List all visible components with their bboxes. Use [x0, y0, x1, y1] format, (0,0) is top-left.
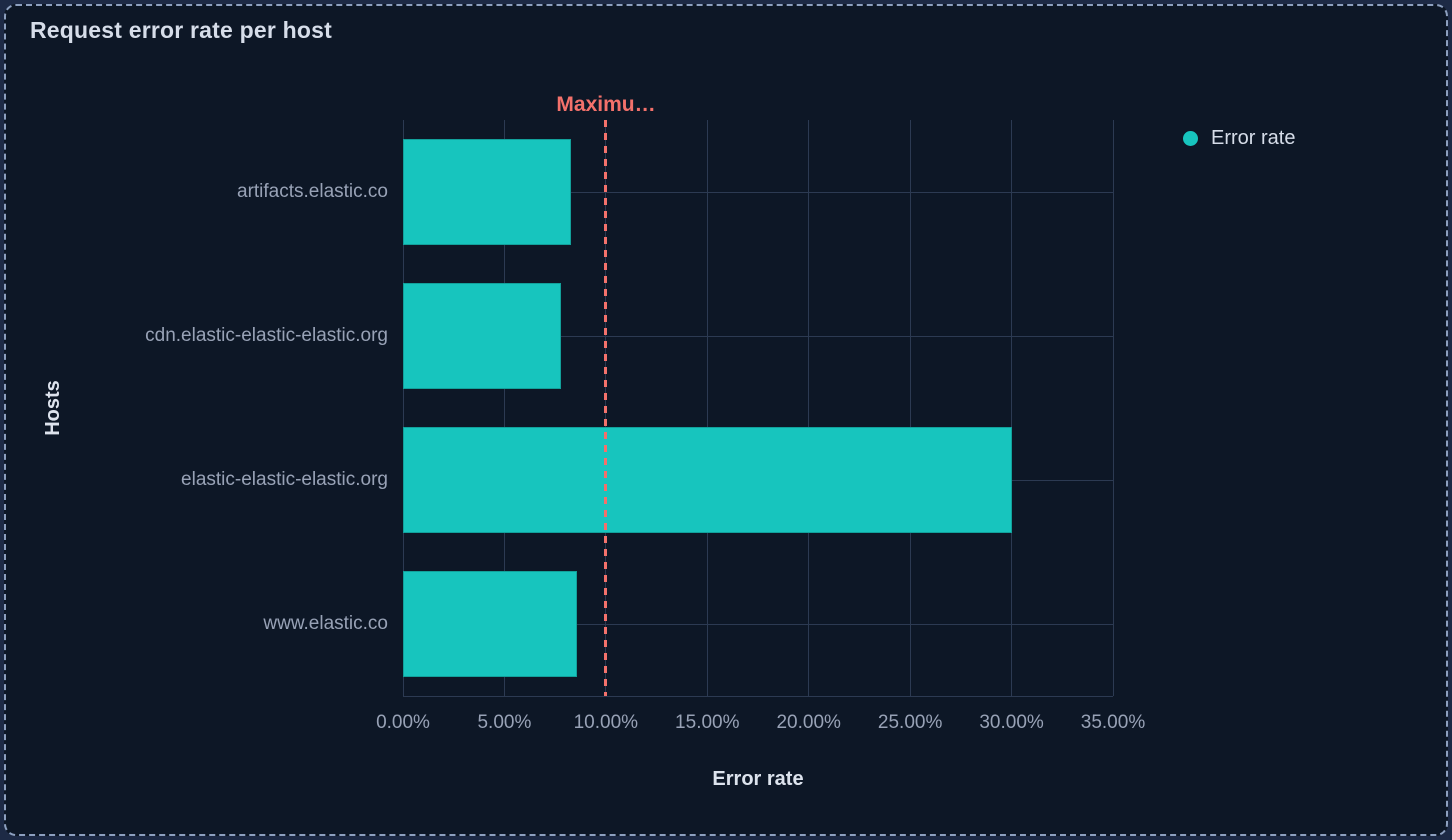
y-axis-label: elastic-elastic-elastic.org — [181, 469, 388, 490]
threshold-line — [604, 120, 608, 696]
legend-series-label: Error rate — [1211, 127, 1296, 149]
x-tick-label: 25.00% — [877, 712, 943, 733]
y-gridline — [403, 623, 1113, 625]
panel-title: Request error rate per host — [30, 17, 332, 43]
x-gridline — [503, 120, 505, 696]
legend-item-error-rate[interactable]: Error rate — [1183, 126, 1295, 150]
threshold-label: Maximu… — [556, 93, 656, 116]
y-gridline — [403, 335, 1113, 337]
y-axis-label: www.elastic.co — [263, 613, 388, 634]
y-axis-line — [402, 120, 404, 696]
x-tick-label: 35.00% — [1080, 712, 1146, 733]
x-gridline — [706, 120, 708, 696]
bar-elastic-elastic-elastic.org[interactable] — [403, 427, 1012, 533]
x-axis-line — [403, 695, 1113, 697]
bar-cdn.elastic-elastic-elastic.org[interactable] — [403, 283, 562, 389]
x-gridline — [909, 120, 911, 696]
legend-series-dot-icon — [1183, 130, 1198, 146]
x-gridline — [808, 120, 810, 696]
x-tick-label: 30.00% — [979, 712, 1044, 733]
x-gridline — [1112, 120, 1114, 696]
x-tick-label: 20.00% — [776, 712, 841, 733]
y-axis-title: Hosts — [42, 380, 64, 436]
y-axis-label: cdn.elastic-elastic-elastic.org — [145, 325, 388, 346]
x-tick-label: 5.00% — [477, 712, 532, 733]
y-axis-label: artifacts.elastic.co — [237, 181, 388, 202]
x-axis-title: Error rate — [712, 768, 804, 790]
x-tick-label: 10.00% — [573, 712, 639, 733]
x-tick-label: 15.00% — [675, 712, 740, 733]
x-tick-label: 0.00% — [376, 712, 430, 733]
y-gridline — [403, 191, 1113, 193]
bar-www.elastic.co[interactable] — [403, 571, 578, 677]
bar-artifacts.elastic.co[interactable] — [403, 139, 572, 245]
panel-dashed-border — [4, 4, 1448, 836]
x-gridline — [1011, 120, 1013, 696]
